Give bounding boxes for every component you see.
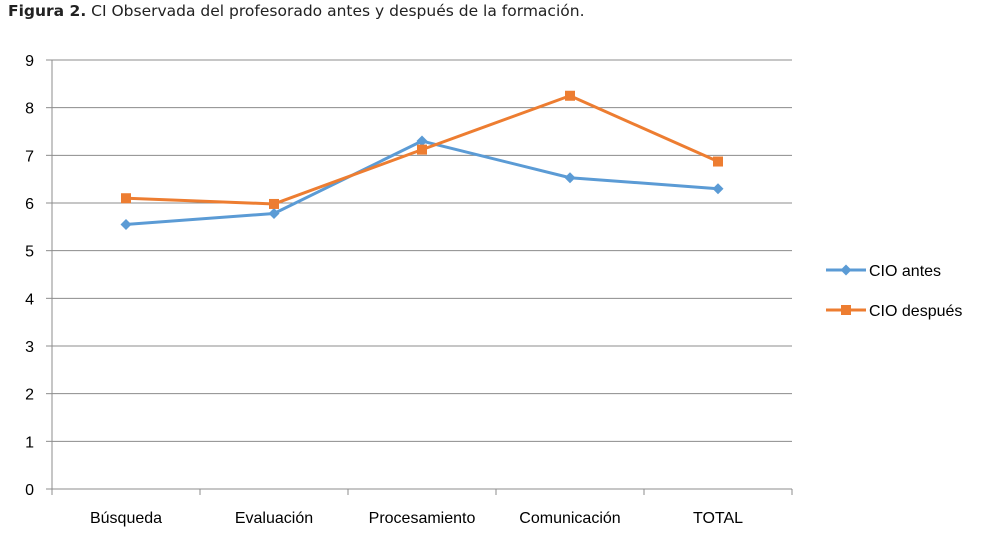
- figure-caption-lead: Figura 2.: [8, 2, 87, 20]
- x-tick-label: TOTAL: [693, 510, 743, 527]
- legend-marker: [841, 305, 851, 315]
- y-tick-label: 7: [25, 148, 34, 165]
- legend-marker: [840, 264, 852, 276]
- legend-label: CIO después: [869, 303, 962, 320]
- y-tick-label: 3: [25, 339, 34, 356]
- figure-caption-text: CI Observada del profesorado antes y des…: [91, 2, 585, 20]
- data-point: [712, 183, 724, 195]
- data-point: [268, 207, 280, 219]
- series-2: [121, 90, 723, 209]
- y-tick-label: 0: [25, 482, 34, 499]
- legend-label: CIO antes: [869, 263, 941, 280]
- x-tick-label: Procesamiento: [369, 510, 476, 527]
- y-tick-label: 1: [25, 434, 34, 451]
- data-point: [564, 172, 576, 184]
- gridlines: [52, 59, 792, 442]
- x-tick-label: Evaluación: [235, 510, 313, 527]
- data-point: [416, 135, 428, 147]
- x-tick-label: Comunicación: [519, 510, 620, 527]
- y-tick-label: 5: [25, 244, 34, 261]
- data-point: [565, 90, 575, 101]
- axes: 0 1 2 3 4 5 6 7 8 9 Búsqueda Evaluación Procesamient…: [25, 53, 793, 527]
- legend: CIO antes CIO después: [826, 263, 962, 320]
- y-tick-label: 8: [25, 101, 34, 118]
- data-point: [120, 218, 132, 230]
- series-lines: [120, 90, 724, 230]
- figure-caption: Figura 2. CI Observada del profesorado a…: [8, 2, 585, 20]
- data-point: [713, 156, 723, 167]
- data-point: [121, 193, 131, 204]
- y-tick-label: 9: [25, 53, 34, 70]
- y-tick-label: 2: [25, 387, 34, 404]
- y-tick-label: 4: [25, 291, 34, 308]
- series-1: [120, 135, 724, 230]
- legend-item: CIO antes: [826, 263, 941, 280]
- data-point: [269, 198, 279, 209]
- x-tick-label: Búsqueda: [90, 510, 162, 527]
- y-tick-label: 6: [25, 196, 34, 213]
- data-point: [417, 144, 427, 155]
- legend-item: CIO después: [826, 303, 962, 320]
